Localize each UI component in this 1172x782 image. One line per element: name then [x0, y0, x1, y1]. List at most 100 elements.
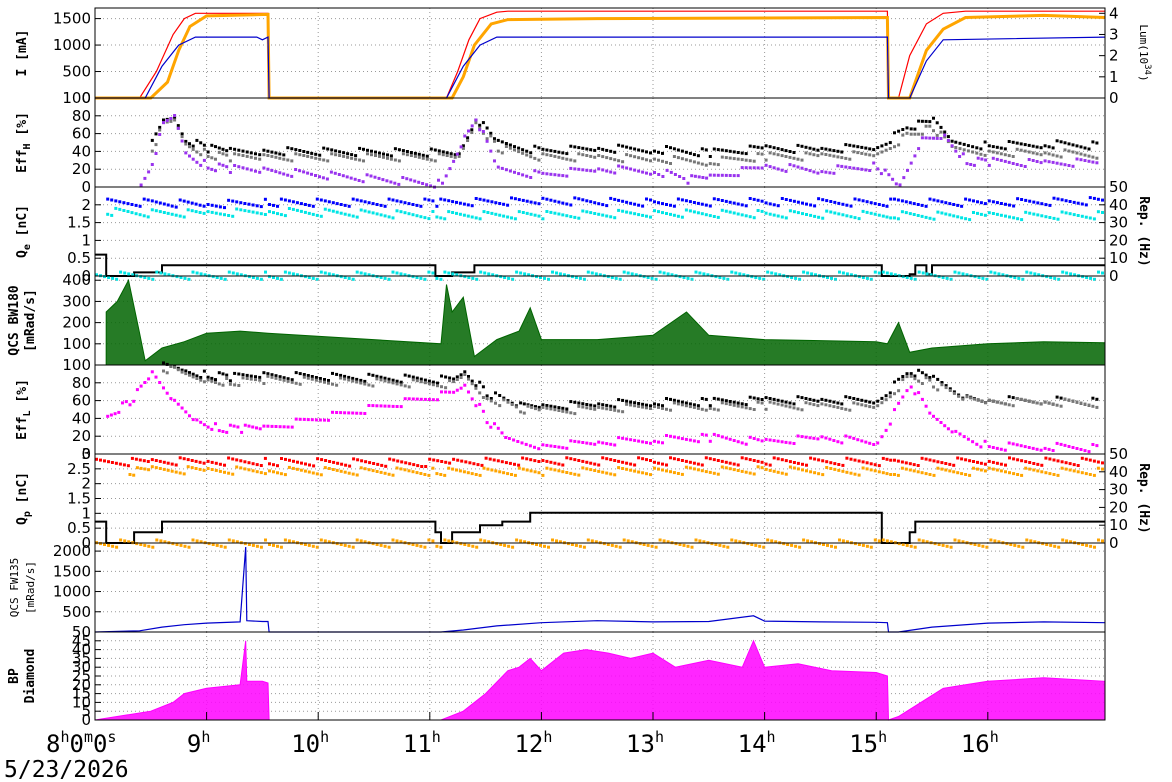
point [371, 384, 375, 388]
point [1072, 200, 1076, 204]
point [541, 405, 545, 409]
point [363, 382, 367, 386]
point [287, 465, 291, 469]
point [617, 409, 621, 413]
point [873, 270, 877, 274]
point [965, 162, 969, 166]
point [625, 200, 629, 204]
point [1031, 159, 1035, 162]
point [732, 468, 736, 472]
point [490, 211, 494, 215]
point [515, 538, 519, 542]
point [746, 542, 750, 546]
point [593, 442, 597, 446]
point [448, 376, 452, 380]
point [335, 542, 339, 546]
point [1040, 202, 1044, 206]
point [1027, 399, 1031, 403]
point [633, 469, 637, 473]
point [601, 441, 605, 445]
point [780, 148, 784, 152]
point [932, 414, 935, 418]
point [1097, 270, 1100, 274]
point [764, 396, 768, 400]
point [409, 178, 413, 182]
point [163, 540, 167, 544]
point [419, 544, 423, 548]
point [772, 397, 776, 401]
point [443, 270, 447, 274]
ytick-label: 0 [81, 711, 91, 729]
point [127, 540, 131, 544]
point [943, 424, 947, 428]
point [355, 215, 359, 219]
point [645, 441, 648, 445]
point [214, 145, 217, 149]
point [516, 440, 520, 443]
point [873, 538, 877, 542]
point [351, 197, 355, 201]
point [286, 146, 290, 150]
point [669, 456, 672, 460]
point [629, 438, 633, 442]
point [263, 197, 267, 201]
point [202, 211, 206, 215]
point [1024, 198, 1028, 202]
point [249, 151, 253, 155]
point [364, 460, 368, 464]
point [303, 203, 307, 206]
point [298, 153, 302, 157]
point [549, 149, 553, 153]
point [235, 540, 239, 544]
point [1048, 216, 1052, 219]
point [291, 200, 295, 204]
point [928, 473, 932, 476]
point [813, 457, 817, 461]
point [1023, 149, 1027, 153]
point [180, 370, 184, 374]
point [452, 380, 456, 384]
point [199, 153, 203, 157]
point [474, 386, 478, 390]
point [541, 459, 545, 462]
point [95, 457, 98, 461]
point [790, 543, 794, 547]
point [427, 198, 431, 202]
point [431, 466, 435, 470]
point [251, 425, 255, 429]
ytick-label: 0 [81, 267, 91, 285]
point [470, 128, 474, 132]
point [728, 174, 732, 177]
point [991, 467, 995, 471]
point [119, 270, 123, 274]
point [833, 462, 837, 466]
point [485, 397, 489, 400]
point [578, 544, 582, 548]
point [499, 543, 503, 546]
point [392, 458, 396, 462]
point [529, 155, 533, 159]
point [1075, 447, 1079, 450]
point [1055, 161, 1059, 165]
point [182, 472, 186, 476]
point [435, 544, 439, 548]
point [732, 157, 736, 161]
point [195, 377, 199, 380]
point [979, 445, 983, 449]
point [966, 437, 970, 441]
point [820, 402, 824, 406]
point [637, 439, 641, 443]
point [987, 163, 991, 167]
point [506, 215, 510, 219]
point [856, 438, 860, 442]
point [1079, 401, 1083, 405]
point [1013, 543, 1017, 547]
point [1056, 459, 1060, 463]
point [740, 203, 744, 207]
point [139, 384, 143, 388]
point [896, 217, 900, 221]
point [494, 212, 498, 216]
point [1059, 442, 1063, 446]
point [1003, 147, 1007, 151]
point [383, 204, 387, 208]
